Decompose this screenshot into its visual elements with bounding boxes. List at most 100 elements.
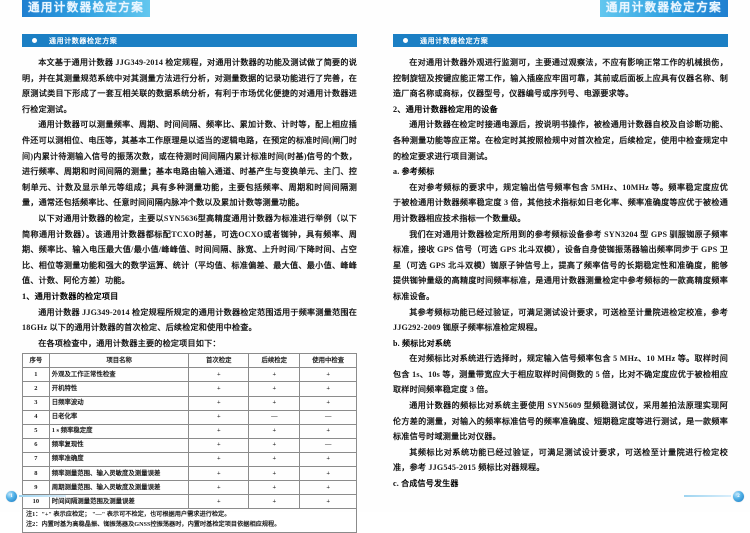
section-bar-title: 通用计数器检定方案 [420, 36, 489, 45]
paragraph-table-intro: 在各项检查中，通用计数器主要的检定项目如下： [38, 338, 221, 348]
table-row: 6 频率复现性 + + — [22, 437, 357, 453]
cell-item-name: 频率测量范围、输入灵敏度及测量误差 [48, 466, 190, 482]
cell-subsequent-inspection: + [248, 437, 301, 453]
table-notes: 注1："+" 表示应检定； "—" 表示可不检定，也可根据用户需求进行检定。 注… [22, 509, 357, 533]
cell-item-name: 日老化率 [48, 409, 190, 425]
cell-inuse-check: + [299, 395, 357, 411]
table-row: 10 时间间隔测量范围及测量误差 + + + [22, 494, 357, 510]
cell-no: 3 [22, 395, 50, 411]
cell-first-inspection: + [188, 451, 250, 468]
bullet-dot-icon [32, 38, 37, 43]
subheading-signal-generator: c. 合成信号发生器 [393, 479, 459, 489]
section-bar-right: 通用计数器检定方案 [393, 34, 728, 47]
cell-inuse-check: — [299, 409, 357, 425]
paragraph-ref-standard-3: 其参考频标功能已经过验证，可满足测试设计要求，可送检至计量院进检定校准，参考 J… [393, 307, 728, 333]
cell-item-name: 外观及工作正常性检查 [48, 367, 190, 383]
cell-item-name: 开机特性 [48, 381, 190, 397]
paragraph-ref-standard-2: 我们在对通用计数器检定所用到的参考频标设备参考 SYN3204 型 GPS 驯服… [393, 229, 728, 301]
page-number-right: 2 [684, 488, 744, 504]
page-left: 通用计数器检定方案 通用计数器检定方案 本文基于通用计数器 JJG349-201… [0, 0, 375, 533]
subheading-reference-standard: a. 参考频标 [393, 167, 435, 177]
paragraph-equipment: 通用计数器在检定时接通电源后，按说明书操作，被检通用计数器自校及自诊断功能、各种… [393, 120, 728, 161]
right-page-body: 在对通用计数器外观进行监测可，主要通过观察法，不应有影响正常工作的机械损伤，控制… [393, 55, 728, 492]
cell-first-inspection: + [188, 395, 250, 411]
col-header-first: 首次检定 [188, 353, 250, 369]
heading-inspection-items: 1、通用计数器的检定项目 [22, 291, 119, 301]
cell-no: 5 [22, 423, 50, 439]
cell-inuse-check: + [299, 381, 357, 397]
paragraph-intro-3: 以下对通用计数器的检定，主要以SYN5636型高精度通用计数器为标准进行举例（以… [22, 213, 357, 286]
paragraph-comparison-1: 在对频标比对系统进行选择时，规定输入信号频率包含 5 MHz、10 MHz 等。… [393, 354, 728, 395]
bullet-dot-icon [403, 38, 408, 43]
page-number-badge: 1 [6, 490, 17, 502]
cell-subsequent-inspection: + [248, 395, 301, 411]
cell-first-inspection: + [188, 409, 250, 425]
cell-item-name: 日频率波动 [48, 395, 190, 411]
cell-subsequent-inspection: + [248, 423, 301, 439]
running-head-right: 通用计数器检定方案 [393, 0, 728, 17]
cell-first-inspection: + [188, 480, 250, 496]
table-row: 1 外观及工作正常性检查 + + + [22, 367, 357, 383]
page-number-rule [684, 495, 731, 497]
table-note-2: 注2：内置时基为高稳晶振、铷振荡器及GNSS控振荡器时，内置时基检定项目依据相应… [26, 520, 281, 528]
cell-inuse-check: + [299, 367, 357, 383]
table-row: 3 日频率波动 + + + [22, 395, 357, 411]
paragraph-comparison-2: 通用计数器的频标比对系统主要使用 SYN5609 型频稳测试仪，采用差拍法原理实… [393, 401, 728, 442]
section-bar-title: 通用计数器检定方案 [49, 36, 118, 45]
table-header-row: 序号 项目名称 首次检定 后续检定 使用中检查 [22, 353, 357, 369]
cell-subsequent-inspection: + [248, 494, 301, 510]
cell-first-inspection: + [188, 367, 250, 383]
cell-no: 8 [22, 466, 50, 482]
page-number-badge: 2 [733, 490, 744, 502]
col-header-item-name: 项目名称 [48, 353, 190, 369]
table-row: 8 频率测量范围、输入灵敏度及测量误差 + + + [22, 466, 357, 482]
running-head-title: 通用计数器检定方案 [599, 0, 728, 17]
paragraph-comparison-3: 其频标比对系统功能已经过验证，可满足测试设计要求，可送检至计量院进行检定校准，参… [393, 447, 728, 473]
cell-no: 6 [22, 437, 50, 453]
subheading-comparison-system: b. 频标比对系统 [393, 338, 452, 348]
table-row: 9 周期测量范围、输入灵敏度及测量误差 + + + [22, 480, 357, 496]
table-row: 7 频率准确度 + + + [22, 451, 357, 468]
running-head-left: 通用计数器检定方案 [22, 0, 357, 17]
cell-subsequent-inspection: + [248, 381, 301, 397]
paragraph-appearance-check: 在对通用计数器外观进行监测可，主要通过观察法，不应有影响正常工作的机械损伤，控制… [393, 58, 728, 99]
page-right: 通用计数器检定方案 通用计数器检定方案 在对通用计数器外观进行监测可，主要通过观… [375, 0, 750, 512]
cell-first-inspection: + [188, 466, 250, 482]
section-bar-left: 通用计数器检定方案 [22, 34, 357, 47]
page-number-rule [19, 495, 66, 497]
paragraph-intro-1: 本文基于通用计数器 JJG349-2014 检定规程，对通用计数器的功能及测试做… [22, 58, 357, 114]
cell-no: 2 [22, 381, 50, 397]
cell-item-name: 时间间隔测量范围及测量误差 [48, 494, 190, 510]
cell-item-name: 周期测量范围、输入灵敏度及测量误差 [48, 480, 190, 496]
paragraph-intro-2: 通用计数器可以测量频率、周期、时间间隔、频率比、累加计数、计时等，配上相应插件还… [22, 120, 357, 208]
table-row: 2 开机特性 + + + [22, 381, 357, 397]
running-head-title: 通用计数器检定方案 [22, 0, 151, 17]
cell-inuse-check: + [299, 451, 357, 468]
cell-inuse-check: + [299, 423, 357, 439]
col-header-no: 序号 [22, 353, 50, 369]
cell-first-inspection: + [188, 423, 250, 439]
cell-subsequent-inspection: + [248, 367, 301, 383]
table-body: 1 外观及工作正常性检查 + + +2 开机特性 + + +3 日频率波动 + + +4 日老化率 + — —5… [22, 367, 357, 510]
cell-inuse-check: — [299, 437, 357, 453]
cell-item-name: 频率准确度 [48, 451, 190, 468]
col-header-subsequent: 后续检定 [248, 353, 301, 369]
paragraph-scope: 通用计数器 JJG349-2014 检定规程所规定的通用计数器检定范围适用于频率… [22, 307, 357, 333]
left-page-body: 本文基于通用计数器 JJG349-2014 检定规程，对通用计数器的功能及测试做… [22, 55, 357, 533]
cell-inuse-check: + [299, 494, 357, 510]
cell-subsequent-inspection: + [248, 466, 301, 482]
page-number-left: 1 [6, 488, 66, 504]
cell-item-name: 频率复现性 [48, 437, 190, 453]
cell-inuse-check: + [299, 480, 357, 496]
cell-subsequent-inspection: — [248, 409, 301, 425]
paragraph-ref-standard-1: 在对参考频标的要求中，规定输出信号频率包含 5MHz、10MHz 等。频率稳定度… [393, 182, 728, 223]
cell-no: 1 [22, 367, 50, 383]
cell-first-inspection: + [188, 494, 250, 510]
cell-subsequent-inspection: + [248, 451, 301, 468]
cell-item-name: 1 s 频率稳定度 [48, 423, 190, 439]
col-header-inuse: 使用中检查 [299, 353, 357, 369]
cell-inuse-check: + [299, 466, 357, 482]
cell-first-inspection: + [188, 381, 250, 397]
